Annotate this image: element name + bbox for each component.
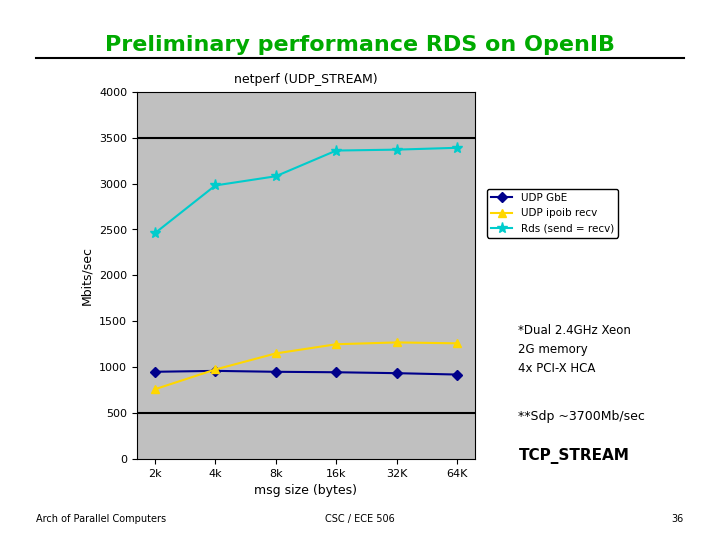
UDP GbE xyxy=(453,372,462,378)
UDP GbE xyxy=(332,369,341,375)
UDP GbE xyxy=(271,368,280,375)
UDP ipoib recv xyxy=(211,366,220,373)
Text: Preliminary performance RDS on OpenIB: Preliminary performance RDS on OpenIB xyxy=(105,35,615,55)
Line: UDP ipoib recv: UDP ipoib recv xyxy=(150,338,462,394)
Rds (send = recv) xyxy=(332,147,341,154)
Rds (send = recv) xyxy=(271,173,280,179)
Rds (send = recv) xyxy=(211,182,220,188)
UDP GbE xyxy=(211,368,220,374)
Text: TCP_STREAM: TCP_STREAM xyxy=(518,448,629,464)
UDP GbE xyxy=(150,368,159,375)
Line: UDP GbE: UDP GbE xyxy=(151,367,461,378)
Y-axis label: Mbits/sec: Mbits/sec xyxy=(81,246,94,305)
Text: 36: 36 xyxy=(672,514,684,524)
Legend: UDP GbE, UDP ipoib recv, Rds (send = recv): UDP GbE, UDP ipoib recv, Rds (send = rec… xyxy=(487,189,618,238)
Text: CSC / ECE 506: CSC / ECE 506 xyxy=(325,514,395,524)
Rds (send = recv) xyxy=(453,145,462,151)
X-axis label: msg size (bytes): msg size (bytes) xyxy=(254,484,358,497)
Text: Arch of Parallel Computers: Arch of Parallel Computers xyxy=(36,514,166,524)
UDP GbE xyxy=(392,370,401,376)
Text: **Sdp ~3700Mb/sec: **Sdp ~3700Mb/sec xyxy=(518,410,645,423)
Line: Rds (send = recv): Rds (send = recv) xyxy=(149,142,463,239)
UDP ipoib recv xyxy=(150,386,159,393)
Rds (send = recv) xyxy=(150,230,159,237)
Text: *Dual 2.4GHz Xeon
2G memory
4x PCI-X HCA: *Dual 2.4GHz Xeon 2G memory 4x PCI-X HCA xyxy=(518,324,631,375)
UDP ipoib recv xyxy=(332,341,341,348)
Rds (send = recv) xyxy=(392,146,401,153)
UDP ipoib recv xyxy=(392,339,401,346)
UDP ipoib recv xyxy=(453,340,462,347)
UDP ipoib recv xyxy=(271,350,280,357)
Title: netperf (UDP_STREAM): netperf (UDP_STREAM) xyxy=(234,73,378,86)
